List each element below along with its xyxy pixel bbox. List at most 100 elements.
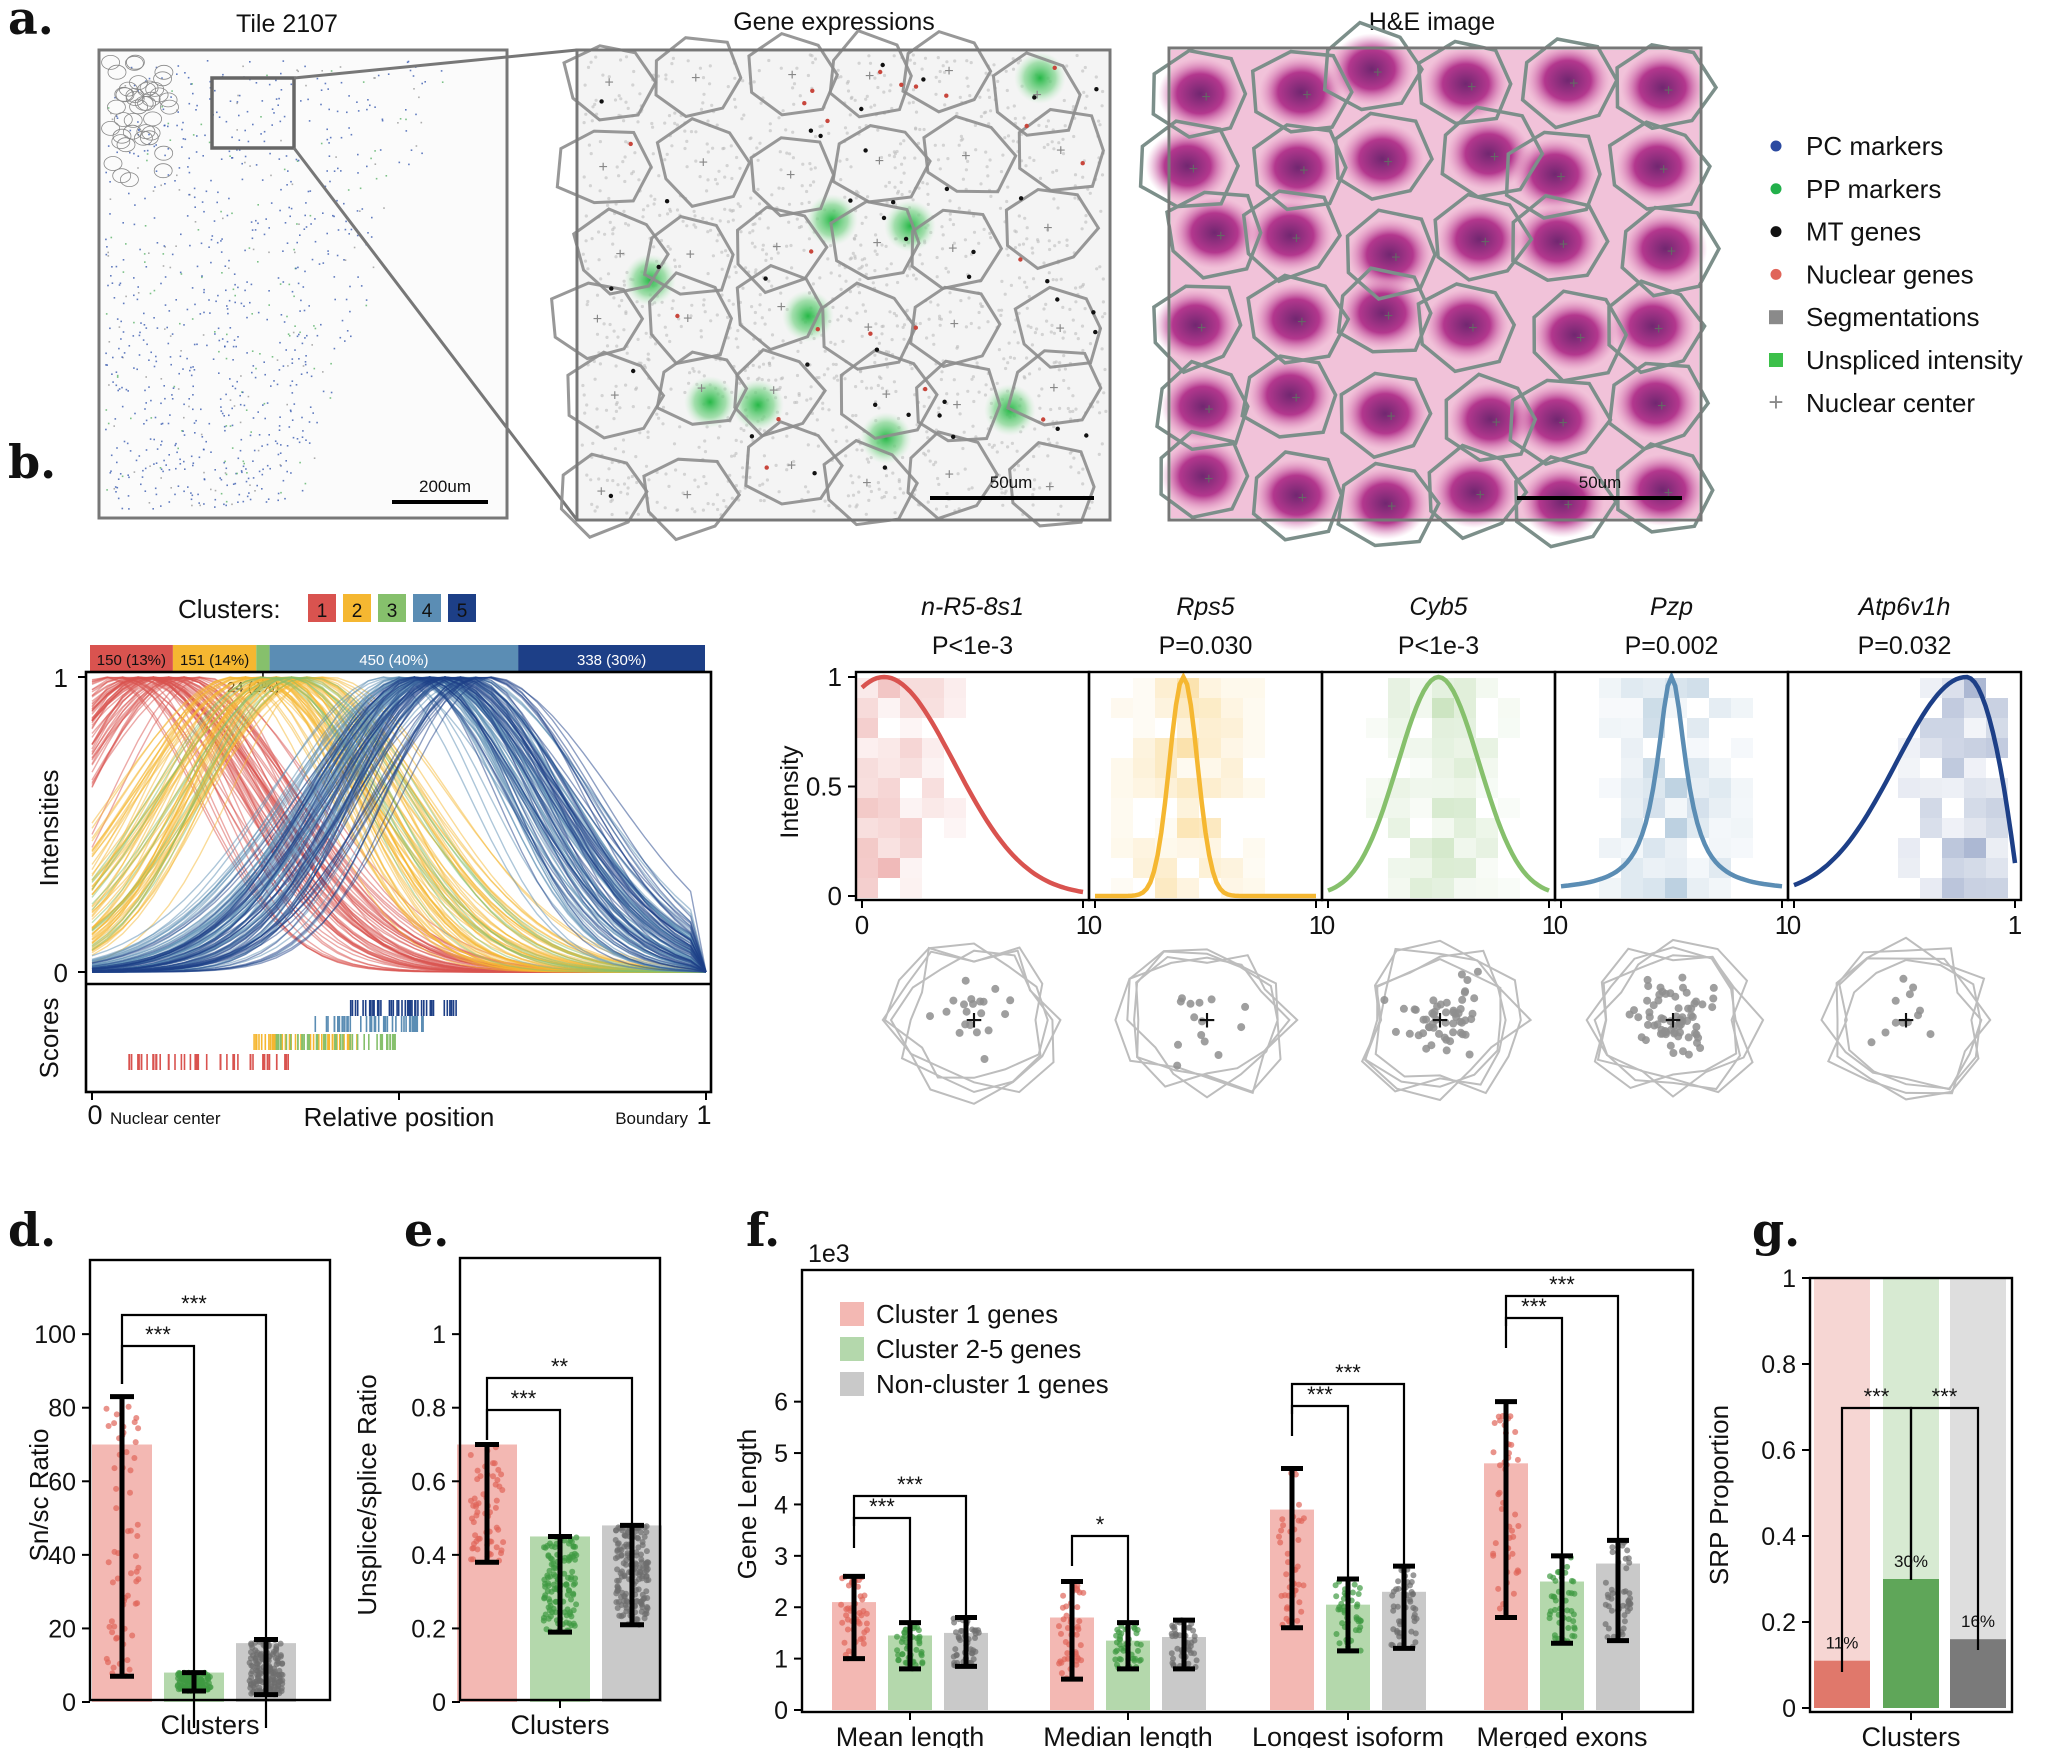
tile-dot bbox=[255, 219, 257, 222]
gene-dot bbox=[626, 106, 630, 110]
tile-cell-outline bbox=[125, 88, 145, 103]
segmentation-outline bbox=[642, 214, 735, 296]
he-nucleus bbox=[1161, 370, 1245, 443]
tile-dot bbox=[162, 108, 165, 111]
data-point bbox=[495, 1526, 502, 1533]
data-point bbox=[838, 1601, 845, 1608]
gene-dot bbox=[967, 487, 971, 491]
ytick-label: 20 bbox=[48, 1615, 76, 1643]
data-point bbox=[565, 1587, 572, 1594]
gene-name: Atp6v1h bbox=[1857, 593, 1951, 621]
gene-heat-cell bbox=[878, 818, 900, 838]
segmentation-outline bbox=[908, 285, 1002, 369]
gene-heat-cell bbox=[1621, 878, 1643, 898]
he-nucleus bbox=[1254, 459, 1339, 532]
gene-dot bbox=[877, 487, 881, 491]
gene-dot bbox=[604, 408, 609, 412]
tile-dot bbox=[278, 97, 280, 100]
tile-dot bbox=[133, 223, 136, 226]
tile-dot bbox=[153, 438, 155, 441]
gene-dot bbox=[979, 114, 984, 119]
data-point bbox=[561, 1554, 568, 1561]
tile-dot bbox=[257, 222, 259, 225]
tile-dot bbox=[137, 155, 140, 157]
gene-dot bbox=[777, 116, 781, 120]
gene-heat-cell bbox=[1111, 758, 1133, 778]
gene-dot bbox=[647, 406, 651, 410]
gene-dot bbox=[622, 209, 626, 213]
tile-dot bbox=[283, 168, 286, 171]
data-point bbox=[1074, 1604, 1081, 1611]
gene-dot bbox=[760, 316, 764, 320]
gene-dot bbox=[758, 141, 762, 145]
gene-dot bbox=[874, 322, 878, 326]
gene-dot bbox=[806, 490, 810, 494]
tile-dot bbox=[128, 476, 130, 479]
gene-heat-cell bbox=[1199, 758, 1221, 778]
gene-xtick-label-0: 0 bbox=[855, 910, 869, 940]
gene-dot bbox=[658, 213, 662, 217]
f-significance-bracket-1 bbox=[852, 1494, 968, 1616]
gene-dot bbox=[585, 403, 589, 407]
tile-dot bbox=[309, 214, 312, 217]
tile-dot bbox=[210, 451, 212, 453]
gene-heat-cell bbox=[1111, 778, 1133, 798]
tile-dot bbox=[249, 498, 252, 501]
gene-dot bbox=[624, 140, 628, 144]
tile-dot bbox=[287, 170, 289, 172]
tile-dot bbox=[155, 66, 158, 69]
cluster-5-curve bbox=[91, 676, 707, 973]
gene-dot bbox=[692, 209, 696, 213]
data-point bbox=[1609, 1549, 1616, 1556]
nuclear-center-marker: + bbox=[1049, 380, 1058, 397]
cluster-5-curve bbox=[91, 676, 707, 973]
transcript-dot bbox=[1891, 1018, 1900, 1027]
gene-dot bbox=[735, 155, 739, 160]
tile-dot bbox=[169, 356, 172, 358]
tile-dot bbox=[250, 283, 253, 286]
marker-dot bbox=[942, 399, 947, 404]
unspliced-intensity-spot bbox=[884, 200, 936, 252]
tile-dot bbox=[177, 388, 180, 390]
transcript-dot bbox=[1678, 973, 1687, 982]
he-nuclear-center: + bbox=[1476, 487, 1485, 504]
gene-heat-cell bbox=[1709, 778, 1731, 798]
gene-dot bbox=[592, 359, 596, 364]
gene-dot bbox=[711, 502, 715, 506]
gene-dot bbox=[734, 337, 738, 341]
cluster-5-curve bbox=[91, 676, 707, 973]
gene-heat-cell bbox=[922, 758, 944, 778]
data-point bbox=[488, 1538, 495, 1545]
tile-dot bbox=[298, 223, 300, 225]
gene-dot bbox=[657, 174, 661, 178]
tile-dot bbox=[329, 397, 332, 399]
gene-heat-cell bbox=[1432, 818, 1454, 838]
gene-dot bbox=[1037, 367, 1042, 371]
gene-dot bbox=[845, 439, 849, 443]
tile-dot bbox=[144, 225, 147, 227]
gene-dot bbox=[903, 156, 907, 160]
gene-heat-cell bbox=[1199, 738, 1221, 758]
data-point bbox=[129, 1632, 136, 1639]
gene-dot bbox=[997, 308, 1001, 312]
tile-dot bbox=[236, 149, 238, 151]
tile-dot bbox=[282, 479, 285, 482]
gene-dot bbox=[649, 194, 653, 198]
tile-dot bbox=[155, 144, 157, 146]
ytick-label: 80 bbox=[48, 1395, 76, 1423]
gene-dot bbox=[1081, 69, 1085, 73]
transcript-dot bbox=[1650, 1021, 1659, 1030]
gene-dot bbox=[1005, 199, 1009, 204]
tile-dot bbox=[269, 152, 271, 155]
gene-heat-cell bbox=[878, 738, 900, 758]
gene-dot bbox=[1042, 307, 1046, 311]
y-axis-label: Sn/sc Ratio bbox=[24, 1429, 54, 1562]
tile-dot bbox=[152, 190, 155, 192]
gene-dot bbox=[1052, 425, 1056, 429]
tile-dot bbox=[183, 324, 185, 326]
gene-dot bbox=[734, 105, 738, 109]
he-segmentation-outline bbox=[1336, 461, 1441, 548]
transcript-dot bbox=[1709, 983, 1718, 992]
gene-dot bbox=[738, 166, 742, 170]
data-point bbox=[135, 1425, 142, 1432]
